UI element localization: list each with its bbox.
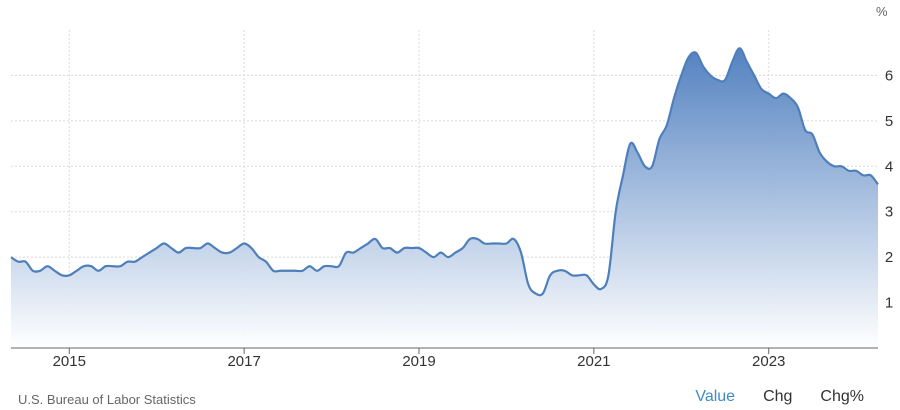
tab-chg-percent[interactable]: Chg% <box>820 388 864 405</box>
y-tick-label: 5 <box>885 113 893 130</box>
tab-value[interactable]: Value <box>695 388 736 405</box>
y-tick-label: 1 <box>885 295 893 312</box>
chart-footer: U.S. Bureau of Labor Statistics Value Ch… <box>0 386 900 410</box>
x-tick-label: 2023 <box>752 353 785 370</box>
series-area-fill <box>11 48 878 349</box>
y-axis-unit: % <box>876 4 888 19</box>
axes: 1 2 3 4 5 6 2015 2017 2019 2021 2023 <box>11 67 893 370</box>
x-tick-label: 2017 <box>227 353 260 370</box>
source-label: U.S. Bureau of Labor Statistics <box>18 392 196 407</box>
view-tabs: Value Chg Chg% <box>695 388 864 406</box>
y-tick-label: 3 <box>885 204 893 221</box>
tab-chg[interactable]: Chg <box>763 388 793 405</box>
x-tick-label: 2019 <box>402 353 435 370</box>
data-area <box>10 47 879 349</box>
x-tick-label: 2021 <box>577 353 610 370</box>
y-tick-label: 6 <box>885 67 893 84</box>
series-line <box>10 47 879 297</box>
y-tick-label: 2 <box>885 249 893 266</box>
y-tick-label: 4 <box>885 158 893 175</box>
x-tick-label: 2015 <box>53 353 86 370</box>
